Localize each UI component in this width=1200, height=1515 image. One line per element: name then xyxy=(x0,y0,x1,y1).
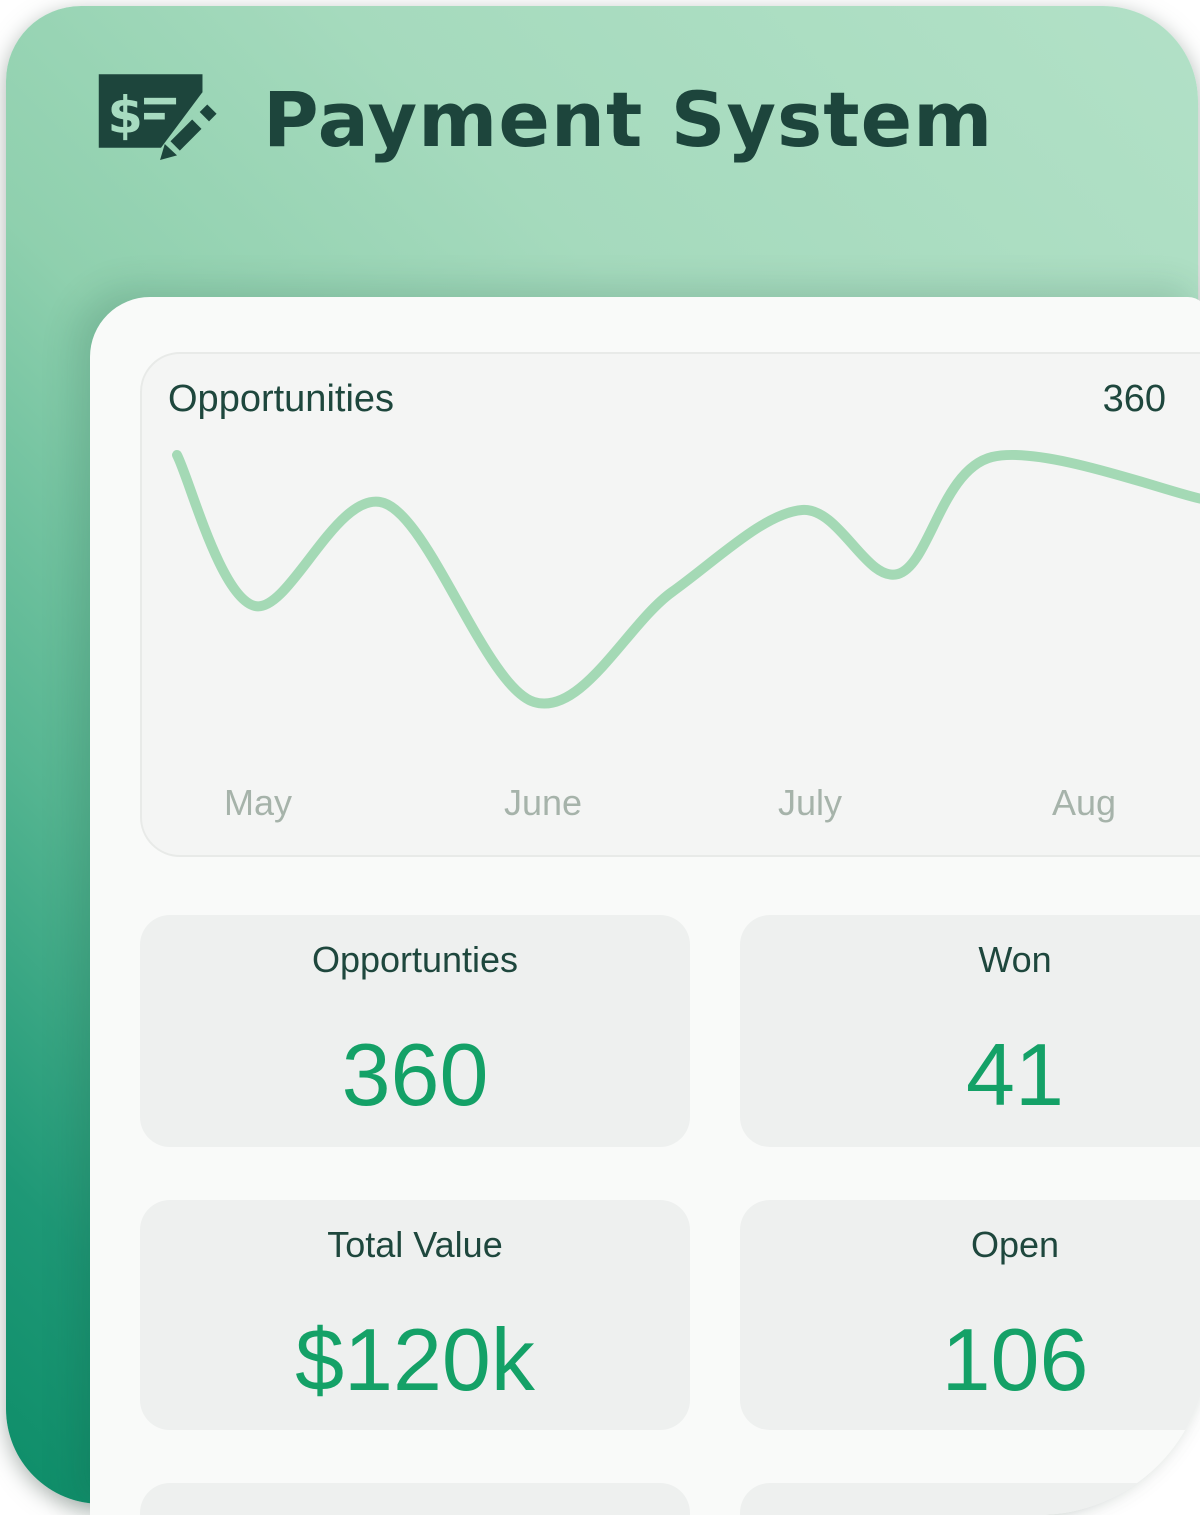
stat-value: 106 xyxy=(941,1310,1089,1409)
svg-text:$: $ xyxy=(107,87,142,146)
payment-check-pencil-icon: $ xyxy=(98,74,217,161)
opportunities-line-chart xyxy=(172,449,1200,709)
stat-value: $120k xyxy=(295,1310,535,1409)
chart-header: Opportunities 360 xyxy=(142,354,1200,421)
x-axis-label-june: June xyxy=(503,782,583,823)
stat-card-opportunities: Opportunties 360 xyxy=(140,915,690,1147)
app-title: Payment System xyxy=(263,74,994,164)
stat-value: 360 xyxy=(341,1025,489,1124)
opportunities-chart-card: Opportunities 360 May June July Aug xyxy=(140,352,1200,857)
stat-label: Opportunties xyxy=(311,939,519,980)
x-axis-label-july: July xyxy=(777,782,843,823)
stat-label: Won xyxy=(978,939,1052,980)
x-axis-label-aug: Aug xyxy=(1051,782,1117,823)
chart-line-path xyxy=(172,449,1200,709)
chart-total-value: 360 xyxy=(1102,378,1166,420)
stat-value: 41 xyxy=(966,1025,1064,1124)
stat-card-partial xyxy=(740,1483,1200,1515)
stat-card-open: Open 106 xyxy=(740,1200,1200,1430)
app-header: $ Payment System xyxy=(95,72,993,167)
stat-card-partial xyxy=(140,1483,690,1515)
stat-card-won: Won 41 xyxy=(740,915,1200,1147)
chart-title: Opportunities xyxy=(168,378,395,420)
chart-x-axis: May June July Aug xyxy=(142,782,1200,832)
stat-label: Total Value xyxy=(327,1224,503,1265)
x-axis-label-may: May xyxy=(223,782,293,823)
dashboard-panel: Opportunities 360 May June July Aug Oppo… xyxy=(90,297,1200,1515)
stat-card-total-value: Total Value $120k xyxy=(140,1200,690,1430)
stat-label: Open xyxy=(970,1224,1060,1265)
